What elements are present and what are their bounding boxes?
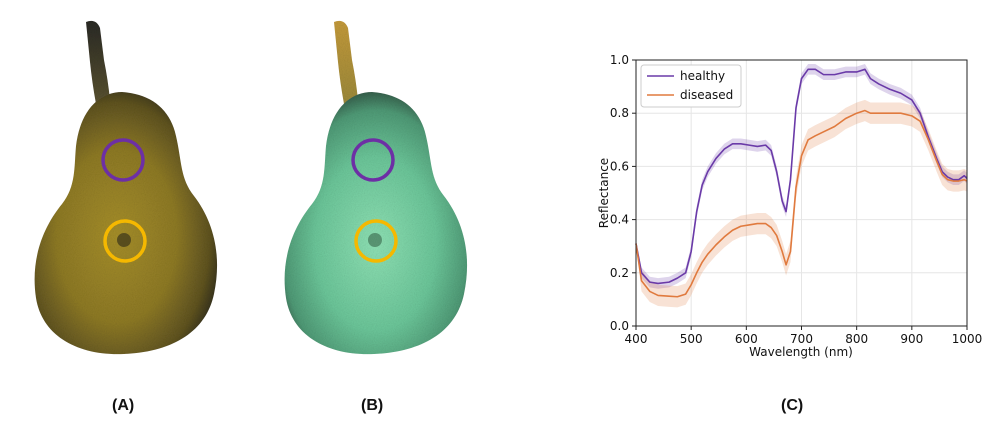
pear-a-healthy-roi-circle [101, 138, 145, 182]
panel-label-c: (C) [781, 397, 804, 414]
chart-bands [636, 63, 967, 308]
y-tick-label: 0.0 [610, 319, 629, 333]
pear-b-lesion [368, 233, 382, 247]
pear-a-stem [86, 20, 110, 104]
reflectance-chart: 400 500 600 700 800 900 1000 0.0 0.2 0.4 0.6 0.8 1.… [597, 53, 982, 359]
x-tick-label: 800 [845, 332, 868, 346]
x-tick-label: 700 [790, 332, 813, 346]
y-axis-label: Reflectance [597, 158, 611, 228]
x-axis-ticks: 400 500 600 700 800 900 1000 [625, 326, 983, 346]
y-tick-label: 0.2 [610, 266, 629, 280]
panel-label-a: (A) [112, 397, 135, 414]
series-line-healthy [635, 68, 968, 285]
x-tick-label: 900 [900, 332, 923, 346]
y-axis-ticks: 0.0 0.2 0.4 0.6 0.8 1.0 [610, 53, 636, 333]
y-tick-label: 0.4 [610, 213, 629, 227]
x-axis-label: Wavelength (nm) [749, 345, 853, 359]
pear-b-body [284, 92, 468, 355]
y-tick-label: 1.0 [610, 53, 629, 67]
legend-label-diseased: diseased [680, 88, 733, 102]
pear-a-lesion [117, 233, 131, 247]
x-tick-label: 400 [625, 332, 648, 346]
pear-b-healthy-roi-circle [351, 138, 395, 182]
y-tick-label: 0.6 [610, 159, 629, 173]
pear-image-b [284, 20, 468, 355]
panel-label-b: (B) [361, 397, 384, 414]
y-tick-label: 0.8 [610, 106, 629, 120]
x-tick-label: 600 [735, 332, 758, 346]
pear-image-a [34, 20, 218, 355]
x-tick-label: 1000 [952, 332, 983, 346]
chart-legend: healthy diseased [640, 64, 742, 108]
series-line-diseased [635, 109, 968, 298]
pear-a-body [34, 92, 218, 355]
pear-a-diseased-roi-circle [103, 219, 147, 263]
pear-b-diseased-roi-circle [354, 219, 398, 263]
legend-label-healthy: healthy [680, 69, 725, 83]
x-tick-label: 500 [680, 332, 703, 346]
band-diseased [636, 99, 967, 308]
pear-b-stem [334, 20, 358, 104]
chart-lines [635, 68, 968, 298]
